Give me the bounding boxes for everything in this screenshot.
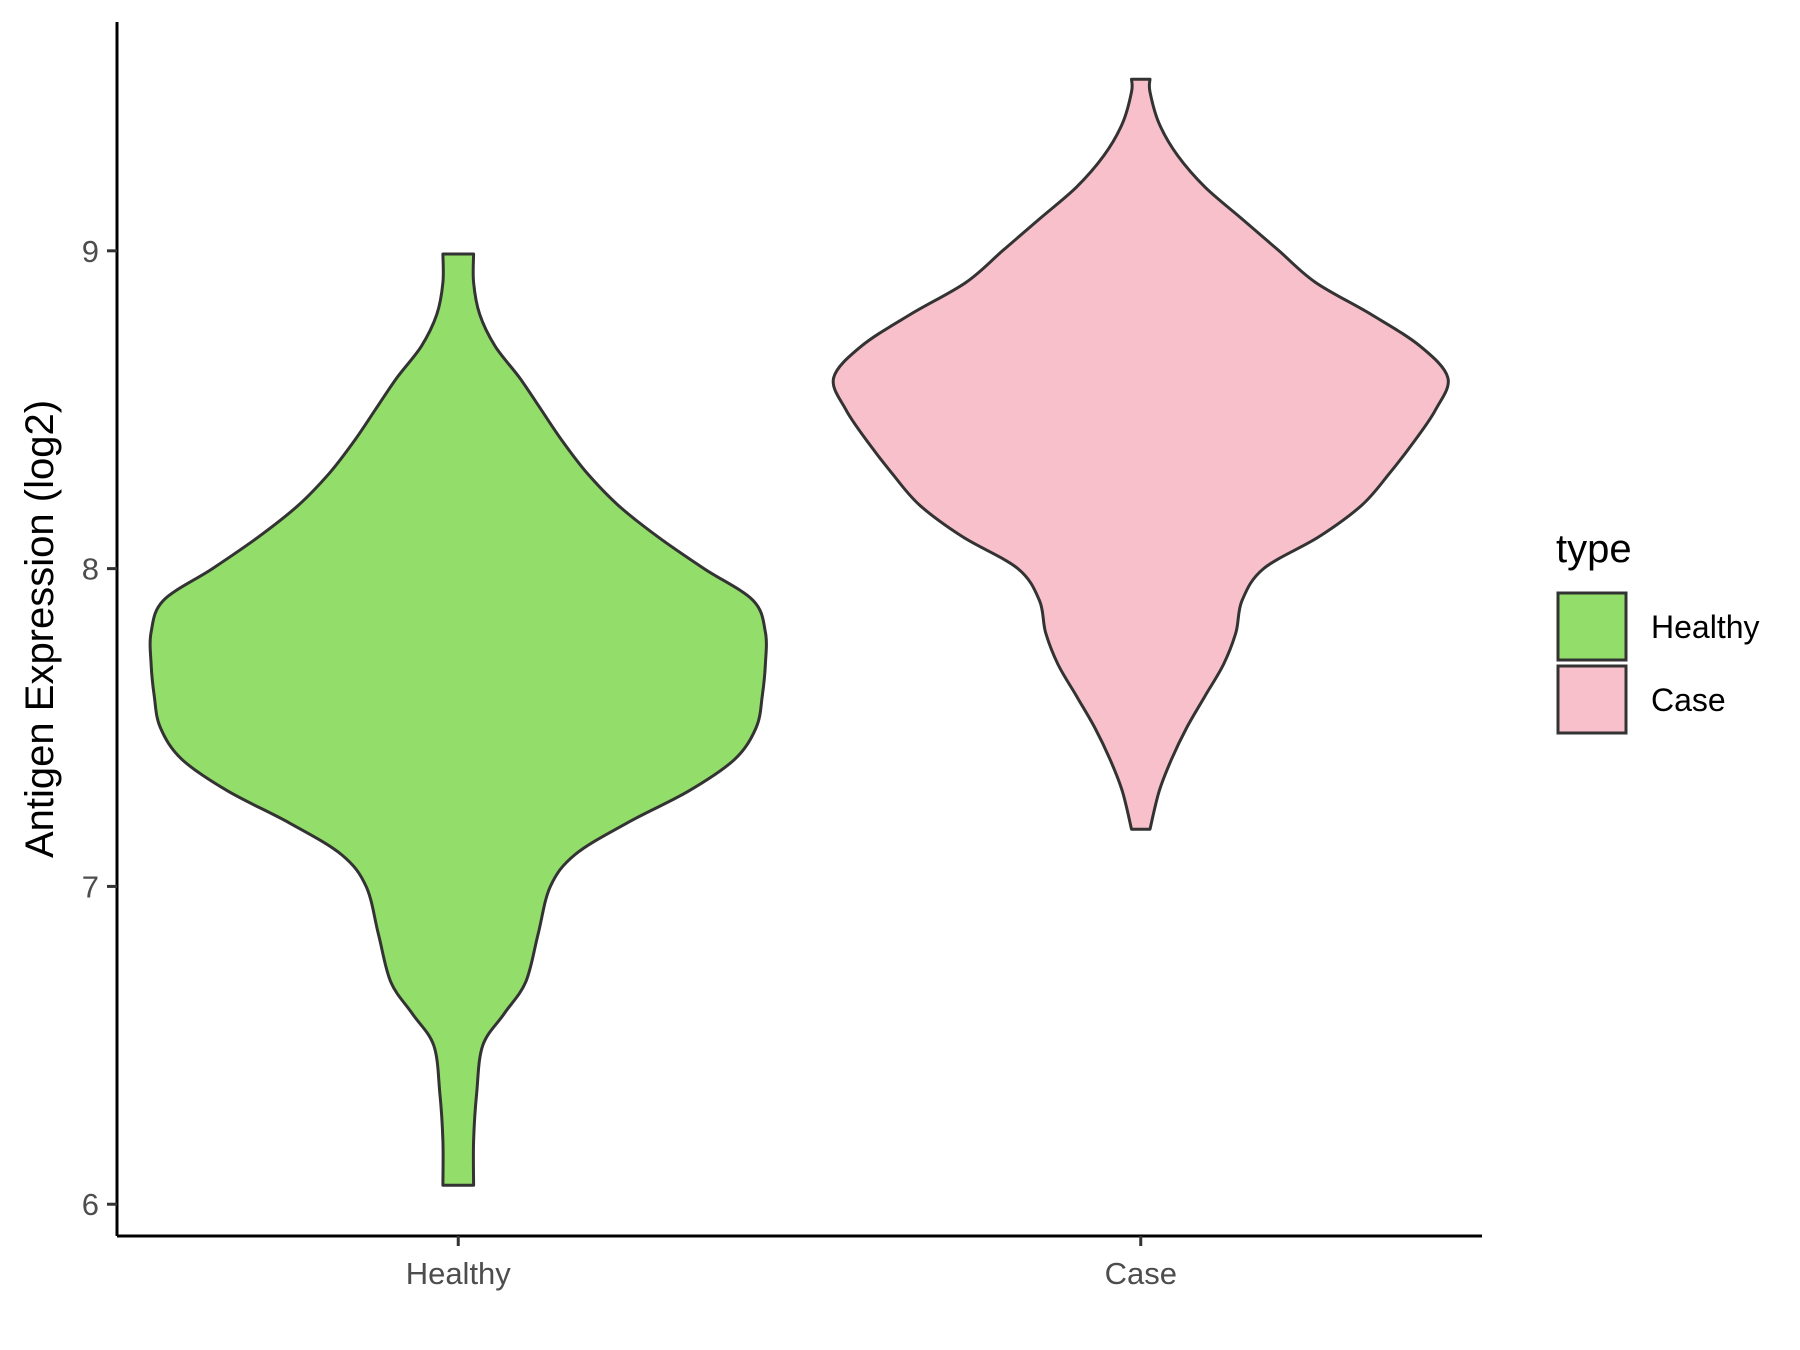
y-ticks: 6 7 8 9	[82, 234, 117, 1222]
legend-label-case: Case	[1651, 682, 1726, 718]
legend: type Healthy Case	[1556, 527, 1760, 735]
legend-item-case: Case	[1556, 664, 1726, 735]
y-axis-title: Antigen Expression (log2)	[18, 400, 62, 858]
x-tick-label-healthy: Healthy	[406, 1256, 512, 1291]
x-tick-label-case: Case	[1105, 1256, 1177, 1291]
legend-title: type	[1556, 527, 1632, 571]
y-tick-label: 8	[82, 552, 99, 587]
legend-label-healthy: Healthy	[1651, 609, 1760, 645]
violins	[148, 77, 1450, 1187]
y-tick-label: 9	[82, 234, 99, 269]
violin-case	[831, 77, 1450, 831]
legend-item-healthy: Healthy	[1556, 591, 1760, 662]
y-tick-label: 6	[82, 1187, 99, 1222]
legend-swatch-healthy	[1556, 591, 1628, 662]
violin-healthy	[148, 252, 768, 1187]
y-tick-label: 7	[82, 869, 99, 904]
legend-swatch-case	[1556, 664, 1628, 735]
x-ticks: Healthy Case	[406, 1236, 1177, 1291]
